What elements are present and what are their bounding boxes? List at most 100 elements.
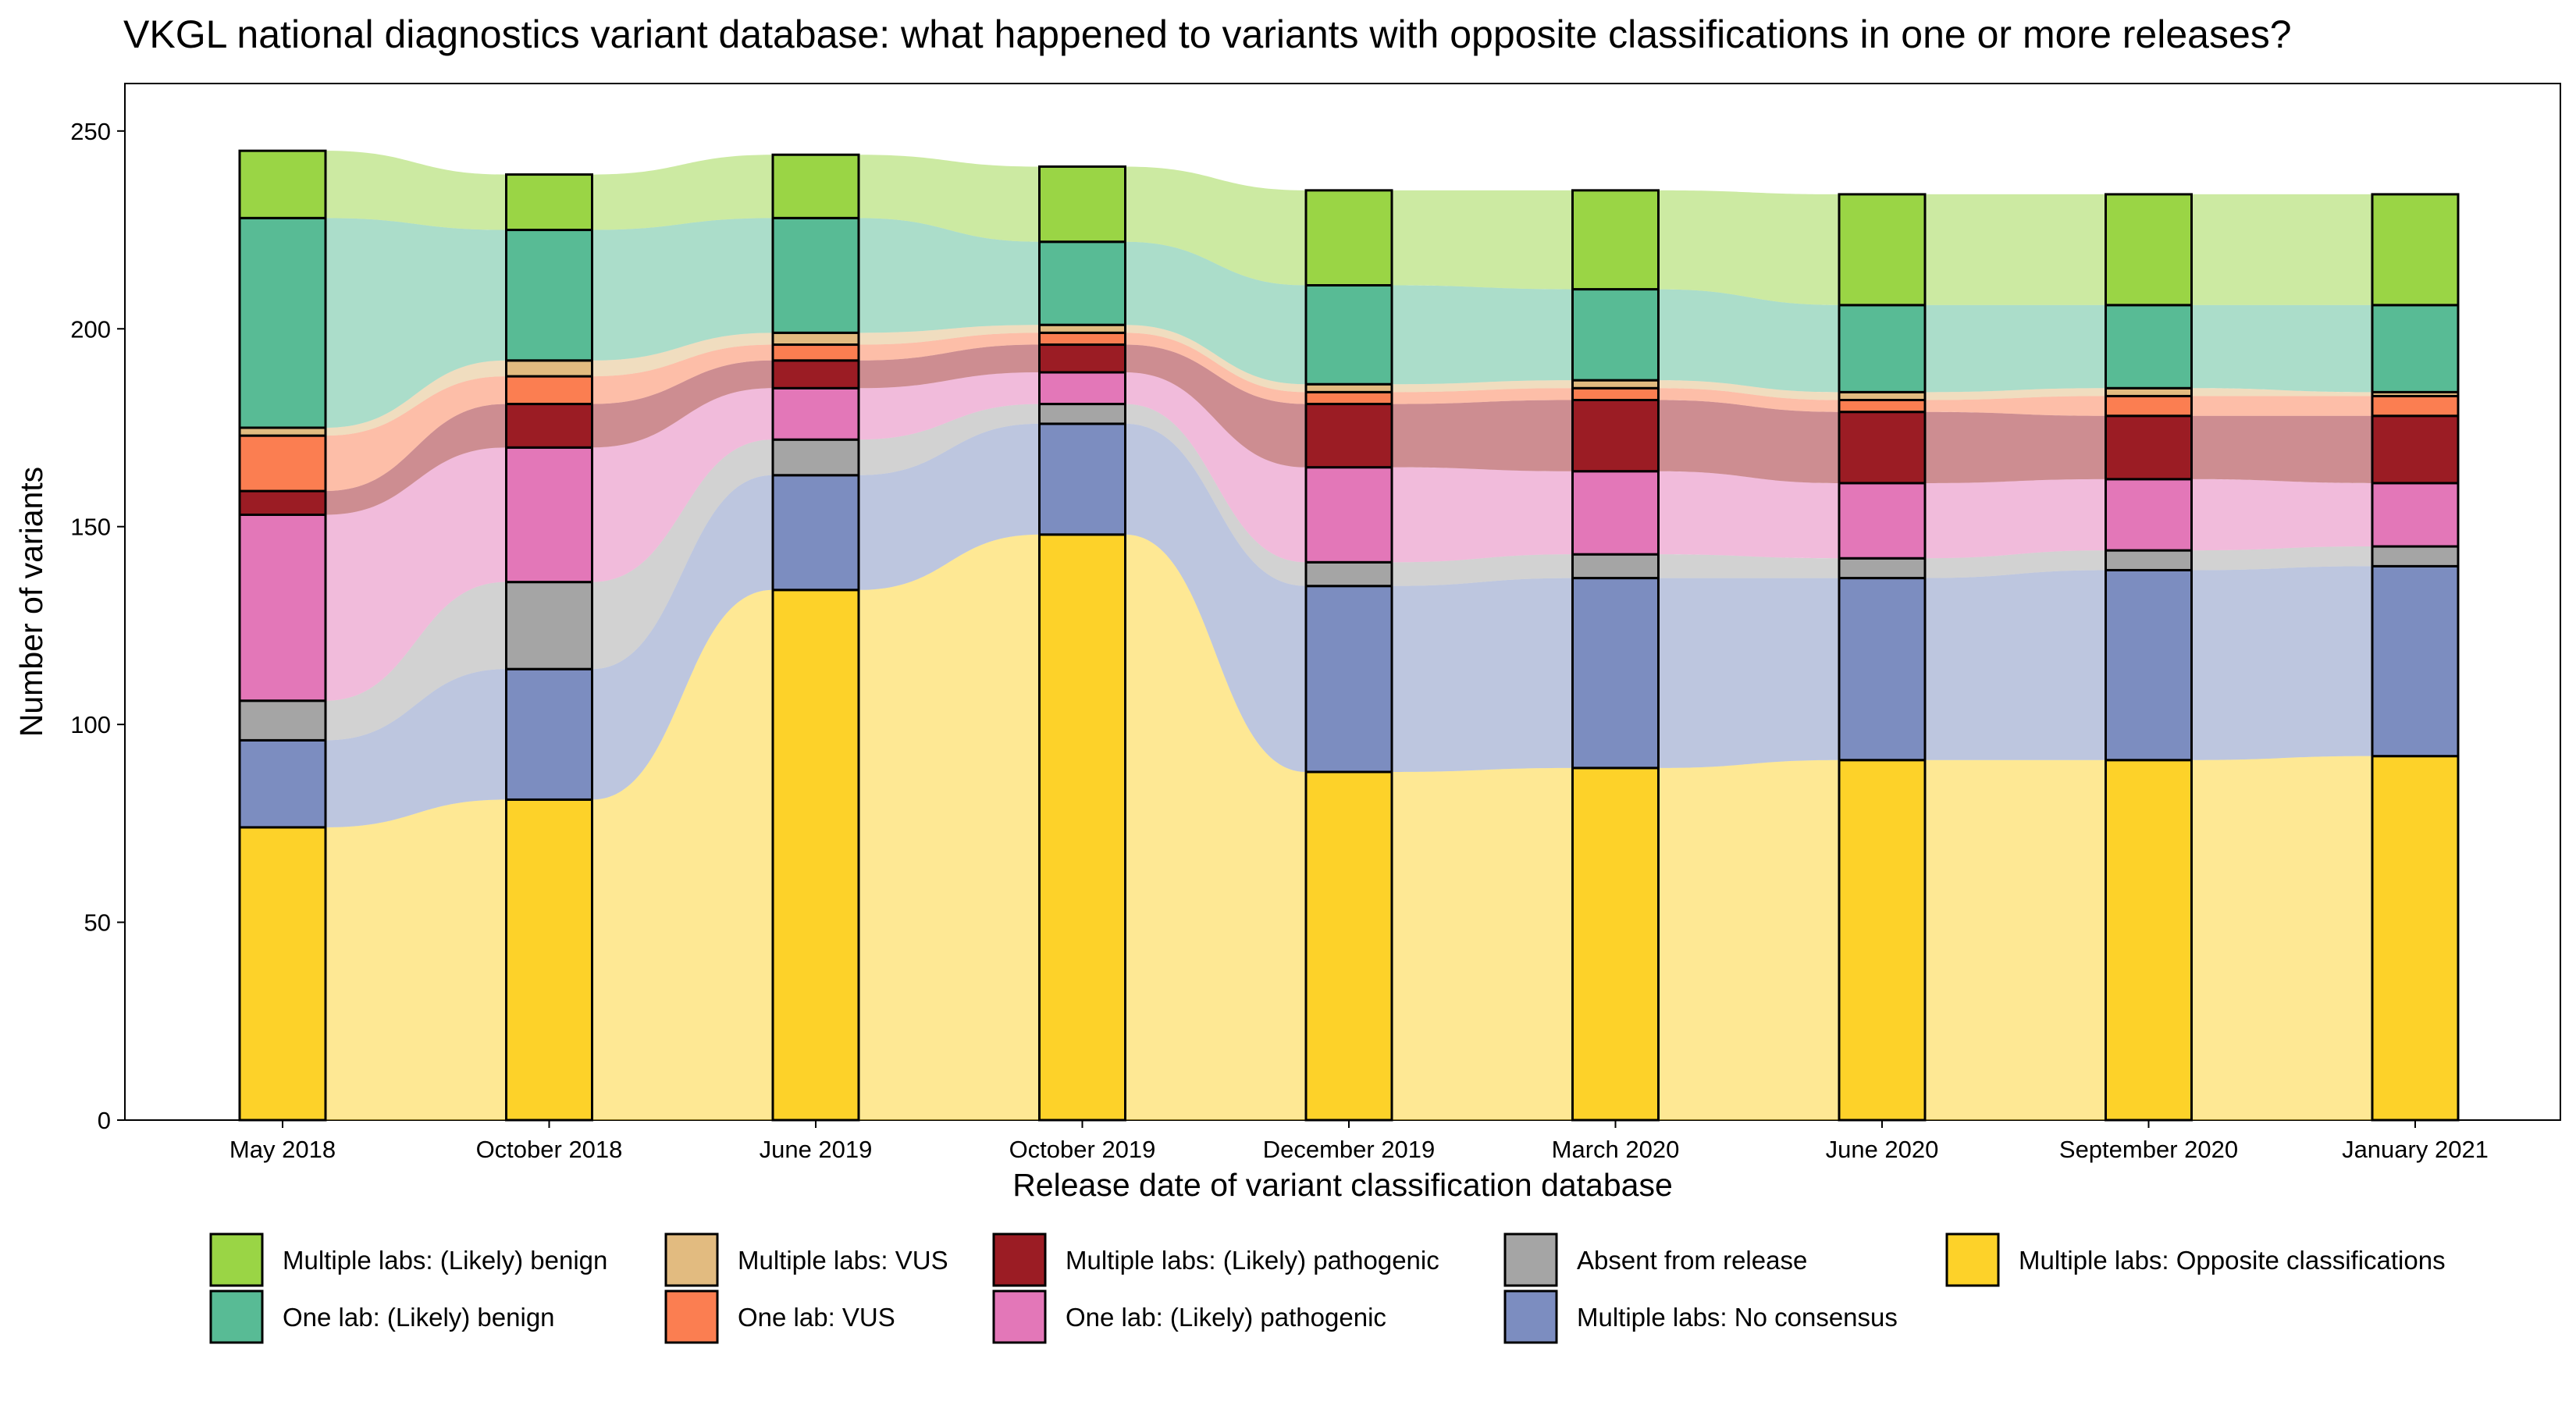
bar-one-lab-vus-october-2019 — [1038, 331, 1126, 347]
legend-label-one-lab-likely-benign: One lab: (Likely) benign — [283, 1303, 555, 1332]
bar-absent-from-release-june-2020 — [1838, 557, 1927, 580]
flow-multiple-labs-likely-pathogenic-2 — [859, 344, 1040, 389]
flow-multiple-labs-likely-benign-4 — [1392, 190, 1573, 290]
legend-key-one-lab-vus — [664, 1289, 719, 1344]
bar-multiple-labs-no-consensus-may-2018 — [238, 738, 327, 829]
bar-multiple-labs-no-consensus-january-2021 — [2371, 564, 2460, 758]
bar-multiple-labs-likely-pathogenic-may-2018 — [238, 489, 327, 516]
bar-multiple-labs-likely-pathogenic-january-2021 — [2371, 414, 2460, 485]
flow-multiple-labs-vus-6 — [1925, 388, 2106, 400]
flow-multiple-labs-vus-7 — [2191, 388, 2372, 397]
flow-multiple-labs-likely-benign-7 — [2191, 194, 2372, 305]
bar-absent-from-release-may-2018 — [238, 699, 327, 742]
flow-multiple-labs-opposite-classifications-1 — [592, 589, 773, 1120]
flow-one-lab-likely-pathogenic-0 — [326, 447, 507, 701]
bar-one-lab-vus-may-2018 — [238, 434, 327, 493]
x-tick-label: January 2021 — [2342, 1136, 2489, 1163]
flow-one-lab-vus-5 — [1658, 388, 1839, 412]
legend-label-multiple-labs-likely-pathogenic: Multiple labs: (Likely) pathogenic — [1066, 1246, 1439, 1275]
flow-multiple-labs-likely-pathogenic-6 — [1925, 411, 2106, 483]
bar-multiple-labs-opposite-classifications-october-2018 — [505, 798, 593, 1122]
bar-multiple-labs-likely-benign-january-2021 — [2371, 193, 2460, 307]
y-tick-label: 50 — [84, 909, 111, 937]
legend-label-multiple-labs-opposite-classifications: Multiple labs: Opposite classifications — [2019, 1246, 2446, 1275]
x-tick-label: June 2020 — [1826, 1136, 1939, 1163]
flow-multiple-labs-opposite-classifications-0 — [326, 799, 507, 1120]
flow-multiple-labs-likely-pathogenic-1 — [592, 360, 773, 448]
bar-multiple-labs-opposite-classifications-march-2020 — [1571, 767, 1660, 1122]
legend-label-multiple-labs-likely-benign: Multiple labs: (Likely) benign — [283, 1246, 607, 1275]
flow-multiple-labs-likely-benign-0 — [326, 151, 507, 230]
bar-multiple-labs-likely-pathogenic-september-2020 — [2105, 414, 2193, 481]
bar-one-lab-likely-benign-march-2020 — [1571, 288, 1660, 382]
x-axis: May 2018 October 2018 June 2019 October 201… — [229, 1120, 2489, 1163]
flow-multiple-labs-no-consensus-2 — [859, 423, 1040, 590]
flow-multiple-labs-no-consensus-3 — [1125, 423, 1306, 772]
flow-one-lab-likely-pathogenic-6 — [1925, 478, 2106, 559]
bar-multiple-labs-no-consensus-september-2020 — [2105, 568, 2193, 762]
bar-one-lab-likely-benign-october-2018 — [505, 229, 593, 362]
bar-one-lab-vus-december-2019 — [1304, 390, 1393, 406]
flow-one-lab-likely-benign-6 — [1925, 304, 2106, 393]
bar-absent-from-release-october-2018 — [505, 581, 593, 670]
bar-one-lab-likely-benign-june-2020 — [1838, 304, 1927, 393]
x-tick-label: March 2020 — [1552, 1136, 1680, 1163]
flow-one-lab-likely-pathogenic-7 — [2191, 478, 2372, 551]
flow-multiple-labs-vus-5 — [1658, 380, 1839, 400]
y-tick-label: 200 — [70, 315, 111, 343]
flow-multiple-labs-likely-benign-3 — [1125, 166, 1306, 286]
legend-label-one-lab-likely-pathogenic: One lab: (Likely) pathogenic — [1066, 1303, 1386, 1332]
bar-layer — [238, 149, 2460, 1122]
flow-multiple-labs-likely-pathogenic-7 — [2191, 415, 2372, 483]
bar-multiple-labs-likely-pathogenic-october-2019 — [1038, 343, 1126, 374]
bar-multiple-labs-likely-pathogenic-december-2019 — [1304, 403, 1393, 469]
bar-multiple-labs-no-consensus-june-2020 — [1838, 577, 1927, 762]
bar-absent-from-release-september-2020 — [2105, 549, 2193, 571]
legend-key-multiple-labs-no-consensus — [1503, 1289, 1558, 1344]
flow-multiple-labs-opposite-classifications-7 — [2191, 756, 2372, 1120]
bar-one-lab-likely-benign-june-2019 — [771, 216, 860, 334]
flow-multiple-labs-likely-benign-5 — [1658, 190, 1839, 305]
x-tick-label: May 2018 — [229, 1136, 336, 1163]
bar-multiple-labs-vus-may-2018 — [238, 426, 327, 437]
x-axis-title: Release date of variant classification d… — [1012, 1167, 1673, 1203]
flow-multiple-labs-no-consensus-6 — [1925, 570, 2106, 760]
x-tick-label: September 2020 — [2059, 1136, 2238, 1163]
chart-title: VKGL national diagnostics variant databa… — [123, 12, 2292, 56]
bar-one-lab-vus-september-2020 — [2105, 394, 2193, 418]
flow-one-lab-likely-pathogenic-3 — [1125, 372, 1306, 563]
flow-one-lab-likely-benign-2 — [859, 218, 1040, 333]
flow-multiple-labs-vus-3 — [1125, 325, 1306, 393]
bar-one-lab-likely-pathogenic-september-2020 — [2105, 478, 2193, 552]
bar-one-lab-vus-october-2018 — [505, 375, 593, 406]
legend: Multiple labs: (Likely) benign One lab: (… — [209, 1232, 2446, 1344]
flow-absent-from-release-1 — [592, 439, 773, 670]
x-tick-label: October 2019 — [1009, 1136, 1156, 1163]
flow-multiple-labs-no-consensus-5 — [1658, 578, 1839, 768]
bar-one-lab-likely-benign-december-2019 — [1304, 284, 1393, 386]
bar-multiple-labs-likely-benign-september-2020 — [2105, 193, 2193, 307]
bar-multiple-labs-opposite-classifications-october-2019 — [1038, 533, 1126, 1122]
legend-key-one-lab-likely-pathogenic — [992, 1289, 1047, 1344]
flow-absent-from-release-2 — [859, 404, 1040, 475]
bar-absent-from-release-january-2021 — [2371, 545, 2460, 567]
flow-multiple-labs-likely-pathogenic-0 — [326, 404, 507, 515]
bar-multiple-labs-likely-benign-june-2020 — [1838, 193, 1927, 307]
bar-one-lab-likely-pathogenic-june-2019 — [771, 386, 860, 441]
bar-multiple-labs-likely-benign-march-2020 — [1571, 189, 1660, 291]
y-axis-title: Number of variants — [13, 467, 49, 737]
bar-absent-from-release-june-2019 — [771, 438, 860, 477]
legend-key-multiple-labs-likely-benign — [209, 1232, 264, 1287]
bar-absent-from-release-march-2020 — [1571, 553, 1660, 580]
bar-multiple-labs-vus-june-2020 — [1838, 390, 1927, 401]
bar-one-lab-likely-pathogenic-january-2021 — [2371, 482, 2460, 548]
flow-absent-from-release-6 — [1925, 550, 2106, 578]
bar-one-lab-likely-benign-september-2020 — [2105, 304, 2193, 389]
flow-multiple-labs-likely-pathogenic-3 — [1125, 344, 1306, 468]
bar-one-lab-vus-march-2020 — [1571, 386, 1660, 401]
y-tick-label: 150 — [70, 514, 111, 541]
bar-multiple-labs-likely-pathogenic-june-2019 — [771, 359, 860, 389]
y-axis: 0 50 100 150 200 250 — [70, 118, 125, 1134]
